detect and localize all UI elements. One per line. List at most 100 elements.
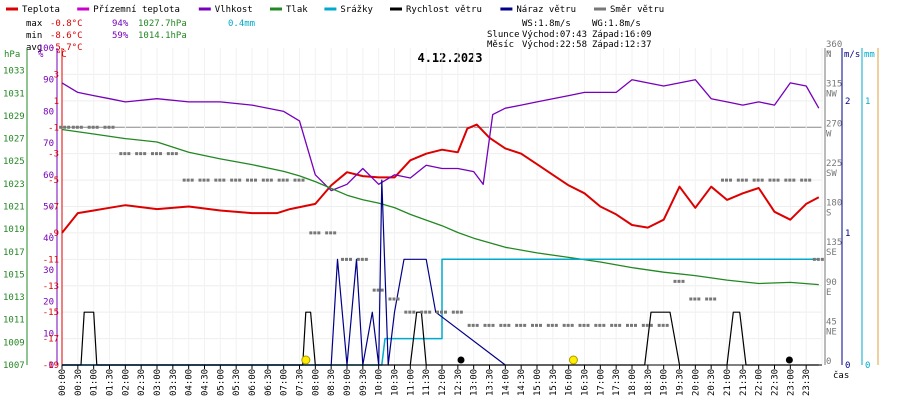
hpa-tick: 1031 (3, 89, 25, 99)
hpa-tick: 1027 (3, 135, 25, 145)
mm-tick: 0 (865, 361, 870, 371)
x-tick-label: 15:00 (533, 369, 543, 396)
x-tick-label: 21:00 (723, 369, 733, 396)
legend-label-3: Tlak (286, 5, 308, 15)
moonrise-value: Východ:22:58 (522, 40, 587, 50)
x-tick-label: 17:30 (612, 369, 622, 396)
x-tick-label: 05:00 (216, 369, 226, 396)
pct-tick: 90 (43, 76, 54, 86)
min-temp: -8.6°C (50, 31, 83, 41)
hpa-tick: 1033 (3, 67, 25, 77)
x-tick-label: 07:00 (280, 369, 290, 396)
legend-label-2: Vlhkost (215, 5, 253, 15)
x-tick-label: 00:00 (58, 369, 68, 396)
moonrise-marker (785, 356, 793, 364)
moon-label: Měsíc (487, 40, 514, 50)
pct-tick: 70 (43, 139, 54, 149)
hpa-tick: 1009 (3, 338, 25, 348)
dir-tick-value: 270 (826, 119, 842, 129)
x-tick-label: 05:30 (232, 369, 242, 396)
x-tick-label: 15:30 (549, 369, 559, 396)
x-tick-label: 23:00 (786, 369, 796, 396)
temp-tick: -9 (48, 229, 59, 239)
ms-tick: 0 (845, 361, 850, 371)
legend: Teplota Přízemní teplota Vlhkost Tlak Srážky… (6, 5, 664, 15)
axis-title-mm: mm (864, 50, 875, 60)
sunrise-value: Východ:07:43 (522, 30, 587, 40)
x-tick-label: 22:00 (755, 369, 765, 396)
legend-label-4: Srážky (340, 5, 373, 15)
temp-tick: -3 (48, 150, 59, 160)
x-tick-label: 20:00 (691, 369, 701, 396)
x-tick-label: 19:30 (676, 369, 686, 396)
dir-tick-name: W (826, 129, 832, 139)
max-temp: -0.8°C (50, 19, 83, 29)
x-tick-label: 08:00 (311, 369, 321, 396)
hpa-tick: 1013 (3, 293, 25, 303)
stats-info: max -0.8°C 94% 1027.7hPa 0.4mm min -8.6°… (26, 19, 652, 65)
x-tick-label: 01:00 (90, 369, 100, 396)
dir-tick-name: SW (826, 169, 837, 179)
dir-tick-name: E (826, 288, 831, 298)
max-press: 1027.7hPa (138, 19, 187, 29)
pct-tick: 60 (43, 171, 54, 181)
temp-tick: -7 (48, 203, 59, 213)
ms-tick: 1 (845, 229, 850, 239)
legend-label-1: Přízemní teplota (93, 5, 180, 15)
x-tick-label: 12:00 (438, 369, 448, 396)
pct-tick: 80 (43, 107, 54, 117)
x-tick-label: 08:30 (327, 369, 337, 396)
temp-tick: -1 (48, 123, 59, 133)
x-tick-label: 10:00 (375, 369, 385, 396)
avg-label: avg (26, 43, 42, 53)
series-line-1 (61, 79, 820, 192)
dir-tick-name: N (826, 50, 831, 60)
rain-total: 0.4mm (228, 19, 255, 29)
pct-tick: 10 (43, 329, 54, 339)
dir-tick-name: S (826, 209, 831, 219)
temp-tick: 3 (54, 70, 59, 80)
x-tick-label: 04:00 (185, 369, 195, 396)
temp-tick: -5 (48, 176, 59, 186)
wg-value: WG:1.8m/s (592, 19, 641, 29)
axis-title-ms: m/s (844, 50, 860, 60)
x-tick-label: 06:30 (264, 369, 274, 396)
x-tick-label: 21:30 (739, 369, 749, 396)
dir-tick-value: 0 (826, 357, 831, 367)
dir-tick-name: NW (826, 90, 837, 100)
pct-tick: 20 (43, 298, 54, 308)
hpa-tick: 1021 (3, 203, 25, 213)
hpa-tick: 1019 (3, 225, 25, 235)
sunset-value: Západ:16:09 (592, 30, 652, 40)
series-line-0 (61, 123, 820, 234)
dir-tick-value: 360 (826, 40, 842, 50)
moonset-marker (457, 356, 465, 364)
temp-tick: -17 (43, 335, 59, 345)
legend-label-5: Rychlost větru (406, 5, 482, 15)
temp-tick: -13 (43, 282, 59, 292)
max-label: max (26, 19, 43, 29)
axis-title-celsius: °C (56, 50, 67, 60)
dir-tick-value: 315 (826, 80, 842, 90)
series-line-3 (62, 258, 819, 366)
dir-tick-value: 135 (826, 238, 842, 248)
temp-tick: 1 (54, 97, 59, 107)
sunrise-marker (301, 355, 311, 365)
x-tick-label: 03:00 (153, 369, 163, 396)
min-hum: 59% (112, 31, 129, 41)
x-tick-label: 00:30 (74, 369, 84, 396)
x-tick-label: 04:30 (201, 369, 211, 396)
series-line-5 (62, 179, 506, 366)
series-line-2 (61, 128, 819, 286)
mm-tick: 1 (865, 97, 870, 107)
dir-tick-value: 225 (826, 159, 842, 169)
dir-tick-name: SE (826, 248, 837, 258)
x-axis-label: čas (833, 370, 849, 381)
pct-tick: 0 (49, 361, 54, 371)
hpa-tick: 1007 (3, 361, 25, 371)
x-tick-label: 12:30 (454, 369, 464, 396)
temp-tick: -15 (43, 308, 59, 318)
x-tick-label: 02:00 (121, 369, 131, 396)
pct-tick: 30 (43, 266, 54, 276)
